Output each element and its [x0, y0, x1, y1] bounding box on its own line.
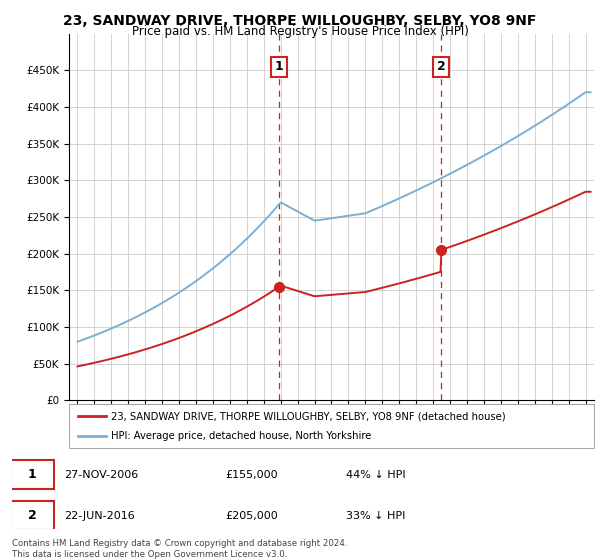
Text: 1: 1: [275, 60, 284, 73]
Text: Contains HM Land Registry data © Crown copyright and database right 2024.
This d: Contains HM Land Registry data © Crown c…: [12, 539, 347, 559]
FancyBboxPatch shape: [11, 501, 54, 530]
Text: Price paid vs. HM Land Registry's House Price Index (HPI): Price paid vs. HM Land Registry's House …: [131, 25, 469, 38]
Text: 2: 2: [437, 60, 445, 73]
FancyBboxPatch shape: [11, 460, 54, 489]
Text: 23, SANDWAY DRIVE, THORPE WILLOUGHBY, SELBY, YO8 9NF: 23, SANDWAY DRIVE, THORPE WILLOUGHBY, SE…: [64, 14, 536, 28]
Text: 1: 1: [28, 468, 37, 481]
Text: HPI: Average price, detached house, North Yorkshire: HPI: Average price, detached house, Nort…: [111, 431, 371, 441]
Text: 22-JUN-2016: 22-JUN-2016: [64, 511, 134, 521]
Text: 27-NOV-2006: 27-NOV-2006: [64, 470, 138, 480]
Text: 33% ↓ HPI: 33% ↓ HPI: [346, 511, 406, 521]
Text: £205,000: £205,000: [225, 511, 278, 521]
FancyBboxPatch shape: [69, 404, 594, 448]
Text: 23, SANDWAY DRIVE, THORPE WILLOUGHBY, SELBY, YO8 9NF (detached house): 23, SANDWAY DRIVE, THORPE WILLOUGHBY, SE…: [111, 411, 506, 421]
Text: 44% ↓ HPI: 44% ↓ HPI: [346, 470, 406, 480]
Text: 2: 2: [28, 509, 37, 522]
Text: £155,000: £155,000: [225, 470, 278, 480]
